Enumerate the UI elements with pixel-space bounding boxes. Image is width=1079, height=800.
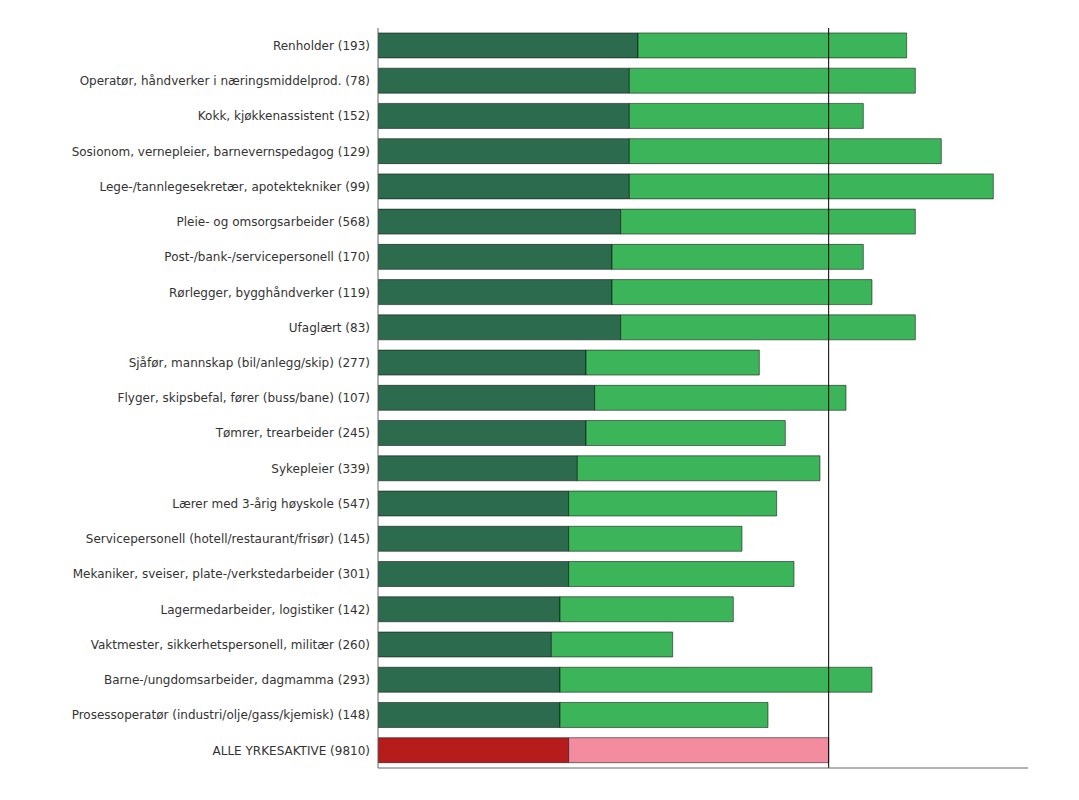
svg-text:Kokk, kjøkkenassistent (152): Kokk, kjøkkenassistent (152): [198, 109, 370, 123]
svg-text:Barne-/ungdomsarbeider, dagmam: Barne-/ungdomsarbeider, dagmamma (293): [104, 673, 370, 687]
svg-text:ALLE YRKESAKTIVE (9810): ALLE YRKESAKTIVE (9810): [213, 744, 370, 758]
svg-text:Mekaniker, sveiser, plate-/ver: Mekaniker, sveiser, plate-/verkstedarbei…: [73, 567, 370, 581]
svg-text:Prosessoperatør (industri/olje: Prosessoperatør (industri/olje/gass/kjem…: [72, 708, 370, 722]
svg-text:Servicepersonell (hotell/resta: Servicepersonell (hotell/restaurant/fris…: [86, 532, 370, 546]
svg-text:Flyger, skipsbefal, fører (bus: Flyger, skipsbefal, fører (buss/bane) (1…: [118, 391, 370, 405]
svg-text:Rørlegger, bygghåndverker (119: Rørlegger, bygghåndverker (119): [169, 286, 370, 300]
svg-text:Lege-/tannlegesekretær, apotek: Lege-/tannlegesekretær, apotektekniker (…: [99, 180, 370, 194]
svg-text:Lærer med 3-årig høyskole (547: Lærer med 3-årig høyskole (547): [172, 497, 370, 511]
svg-text:Renholder (193): Renholder (193): [273, 39, 370, 53]
svg-text:Sjåfør, mannskap (bil/anlegg/s: Sjåfør, mannskap (bil/anlegg/skip) (277): [129, 356, 370, 370]
svg-text:Ufaglært (83): Ufaglært (83): [289, 321, 370, 335]
svg-text:Tømrer, trearbeider (245): Tømrer, trearbeider (245): [215, 426, 370, 440]
svg-text:Sosionom, vernepleier, barneve: Sosionom, vernepleier, barnevernspedagog…: [72, 145, 370, 159]
svg-text:Pleie- og omsorgsarbeider (568: Pleie- og omsorgsarbeider (568): [177, 215, 370, 229]
svg-text:Post-/bank-/servicepersonell (: Post-/bank-/servicepersonell (170): [164, 250, 370, 264]
svg-text:Sykepleier (339): Sykepleier (339): [271, 462, 370, 476]
svg-text:Vaktmester, sikkerhetspersonel: Vaktmester, sikkerhetspersonell, militær…: [91, 638, 370, 652]
svg-text:Operatør, håndverker i nærings: Operatør, håndverker i næringsmiddelprod…: [80, 74, 370, 88]
svg-text:Lagermedarbeider, logistiker (: Lagermedarbeider, logistiker (142): [161, 603, 370, 617]
